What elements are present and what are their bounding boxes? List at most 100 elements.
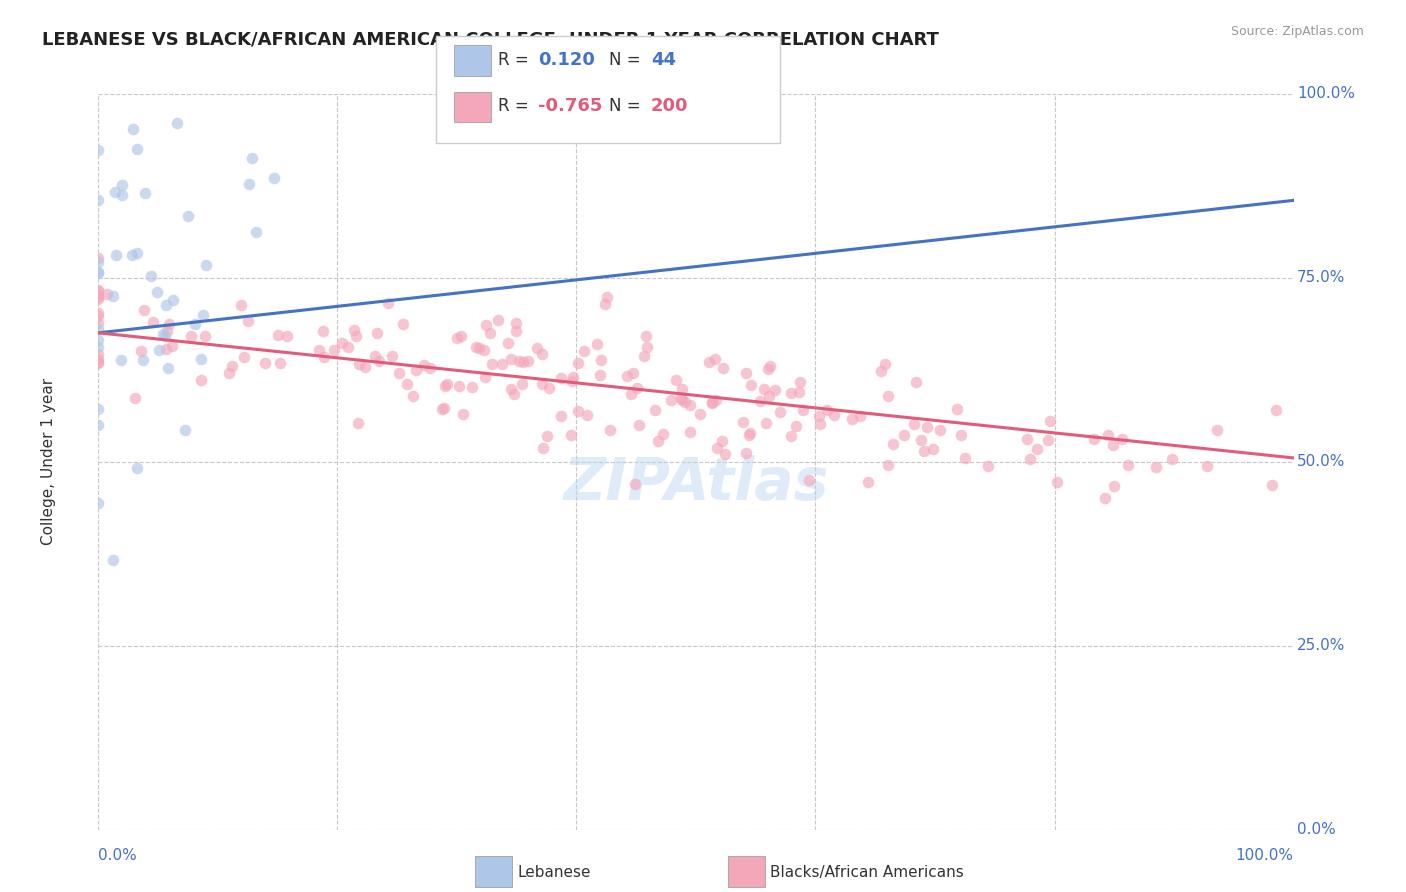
Point <box>737 428 759 442</box>
Point <box>596 290 619 304</box>
Point <box>700 395 723 409</box>
Point <box>779 385 801 400</box>
Point <box>531 376 554 391</box>
Point <box>756 361 779 376</box>
Point <box>1102 479 1125 493</box>
Point <box>731 415 754 429</box>
Point <box>218 367 240 381</box>
Point <box>190 351 212 366</box>
Point <box>177 209 200 223</box>
Point <box>593 296 616 310</box>
Point <box>433 379 456 393</box>
Point <box>1116 458 1139 472</box>
Point <box>1160 452 1182 467</box>
Point <box>1195 458 1218 473</box>
Point <box>101 553 124 567</box>
Point <box>1026 442 1049 456</box>
Point <box>659 393 682 408</box>
Point <box>87 143 110 157</box>
Point <box>706 441 728 455</box>
Point <box>125 245 148 260</box>
Point <box>704 392 727 407</box>
Point <box>323 343 346 357</box>
Point <box>1019 452 1042 467</box>
Point <box>180 329 202 343</box>
Point <box>391 317 413 331</box>
Point <box>505 324 527 338</box>
Point <box>1206 423 1229 437</box>
Point <box>236 314 259 328</box>
Point <box>769 404 792 418</box>
Text: 44: 44 <box>651 51 676 69</box>
Point <box>877 389 900 403</box>
Point <box>195 259 218 273</box>
Point <box>87 321 110 335</box>
Point <box>419 361 441 376</box>
Point <box>87 266 110 280</box>
Point <box>221 359 243 373</box>
Point <box>486 313 509 327</box>
Point <box>921 442 943 457</box>
Point <box>87 255 110 269</box>
Point <box>633 350 655 364</box>
Point <box>229 298 252 312</box>
Text: 0.0%: 0.0% <box>1298 822 1336 837</box>
Point <box>626 381 648 395</box>
Point <box>105 248 128 262</box>
Point <box>531 442 554 456</box>
Point <box>87 496 110 510</box>
Point <box>526 341 548 355</box>
Point <box>711 434 734 448</box>
Point <box>344 329 367 343</box>
Point <box>157 317 180 331</box>
Point <box>841 412 863 426</box>
Point <box>508 354 530 368</box>
Point <box>377 296 399 310</box>
Point <box>481 357 503 371</box>
Point <box>915 420 938 434</box>
Text: N =: N = <box>609 97 640 115</box>
Point <box>134 303 156 318</box>
Point <box>856 475 879 490</box>
Point <box>1036 433 1059 447</box>
Point <box>491 357 513 371</box>
Point <box>353 359 375 374</box>
Text: Lebanese: Lebanese <box>517 865 591 880</box>
Point <box>697 354 720 368</box>
Point <box>893 428 915 442</box>
Point <box>628 417 651 432</box>
Point <box>153 328 176 343</box>
Point <box>876 458 898 472</box>
Point <box>155 298 177 312</box>
Text: R =: R = <box>498 97 529 115</box>
Point <box>364 349 387 363</box>
Point <box>475 318 498 333</box>
Point <box>148 343 170 357</box>
Point <box>740 377 762 392</box>
Point <box>797 474 820 488</box>
Point <box>1094 491 1116 505</box>
Point <box>87 292 110 306</box>
Text: -0.765: -0.765 <box>538 97 603 115</box>
Point <box>755 416 778 430</box>
Point <box>87 354 110 368</box>
Point <box>87 306 110 320</box>
Point <box>536 429 558 443</box>
Point <box>160 339 183 353</box>
Point <box>405 363 427 377</box>
Point <box>111 178 134 193</box>
Point <box>430 401 453 416</box>
Point <box>263 171 285 186</box>
Point <box>461 380 484 394</box>
Point <box>616 368 638 383</box>
Point <box>162 293 184 307</box>
Point <box>671 383 693 397</box>
Point <box>134 186 156 200</box>
Point <box>929 423 952 437</box>
Point <box>412 359 434 373</box>
Point <box>127 142 149 156</box>
Point <box>912 444 935 458</box>
Point <box>679 425 702 440</box>
Point <box>1144 460 1167 475</box>
Point <box>245 225 267 239</box>
